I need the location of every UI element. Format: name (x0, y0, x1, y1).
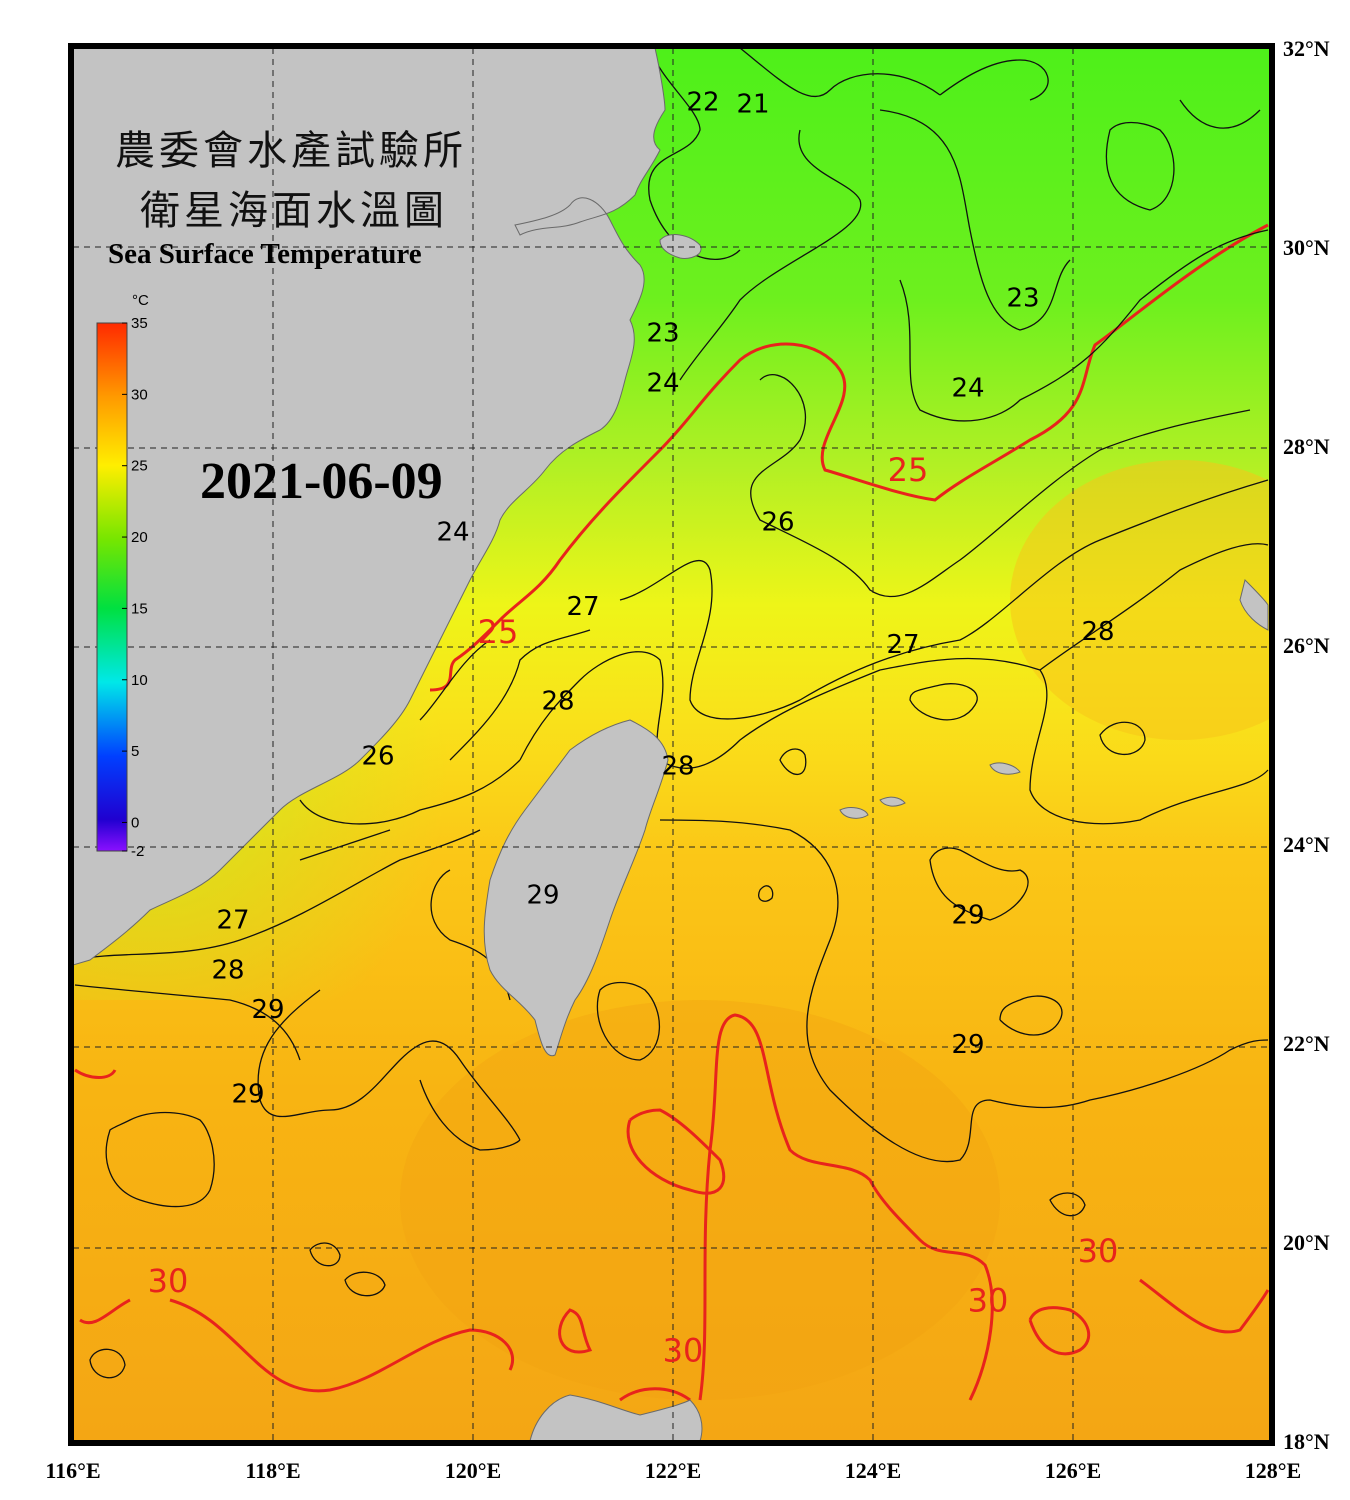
ryukyu-2 (839, 807, 869, 819)
okinawa (1239, 579, 1269, 631)
map-frame (68, 43, 1275, 1446)
contour-label: 28 (1081, 617, 1114, 647)
contour-label: 25 (478, 613, 519, 651)
longitude-tick-label: 128°E (1245, 1458, 1301, 1483)
latitude-tick-label: 30°N (1283, 235, 1330, 260)
contour-label: 28 (661, 751, 694, 781)
luzon (529, 1394, 703, 1441)
contour-label: 30 (148, 1262, 189, 1300)
land (73, 48, 1269, 1441)
latitude-tick-label: 28°N (1283, 434, 1330, 459)
title-map: 衛星海面水溫圖 (140, 188, 448, 234)
longitude-tick-label: 126°E (1045, 1458, 1101, 1483)
contour-label: 24 (646, 368, 679, 398)
contour-label: 29 (251, 995, 284, 1025)
map-date: 2021-06-09 (200, 453, 443, 510)
contour-label: 29 (951, 1030, 984, 1060)
ryukyu-1 (989, 762, 1021, 775)
contour-label: 21 (736, 90, 769, 120)
contour-label: 28 (541, 687, 574, 717)
colorbar-tick-label: -2 (131, 843, 144, 860)
contour-label: 29 (526, 881, 559, 911)
longitude-tick-label: 124°E (845, 1458, 901, 1483)
taiwan (483, 719, 669, 1057)
colorbar-tick-label: 20 (131, 529, 148, 546)
contour-label: 29 (231, 1080, 264, 1110)
longitude-tick-label: 116°E (45, 1458, 100, 1483)
colorbar-tick-label: 30 (131, 386, 148, 403)
latitude-tick-label: 32°N (1283, 36, 1330, 61)
latitude-tick-label: 24°N (1283, 832, 1330, 857)
longitude-tick-label: 122°E (645, 1458, 701, 1483)
colorbar-ticks: 35 30 25 20 15 10 5 0 -2 (122, 315, 148, 860)
contour-label: 30 (968, 1282, 1009, 1320)
contour-label: 29 (951, 901, 984, 931)
contour-label: 27 (216, 906, 249, 936)
contour-label: 24 (436, 518, 469, 548)
colorbar-gradient (96, 322, 128, 852)
colorbar-tick-label: 15 (131, 600, 148, 617)
zhoushan-islands (659, 234, 702, 259)
contour-label: 23 (646, 319, 679, 349)
colorbar-tick-label: 10 (131, 672, 148, 689)
longitude-tick-label: 120°E (445, 1458, 501, 1483)
longitude-tick-label: 118°E (245, 1458, 300, 1483)
colorbar-tick-label: 0 (131, 814, 139, 831)
highlight-contours (74, 223, 1270, 1402)
latitude-tick-label: 26°N (1283, 633, 1330, 658)
contour-label: 30 (663, 1331, 704, 1369)
latitude-tick-label: 20°N (1283, 1230, 1330, 1255)
ryukyu-3 (879, 796, 906, 807)
contour-label: 28 (211, 955, 244, 985)
contour-label: 26 (761, 508, 794, 538)
colorbar-tick-label: 35 (131, 315, 148, 332)
contour-label: 27 (566, 592, 599, 622)
latitude-tick-label: 22°N (1283, 1031, 1330, 1056)
contour-label: 23 (1006, 284, 1039, 314)
contour-label: 27 (886, 630, 919, 660)
contour-label: 30 (1078, 1232, 1119, 1270)
contour-label: 26 (361, 741, 394, 771)
colorbar: °C 35 30 25 20 15 10 5 0 -2 (96, 292, 149, 860)
title-english: Sea Surface Temperature (108, 238, 422, 270)
contour-label: 24 (951, 373, 984, 403)
latitude-labels: 32°N 30°N 28°N 26°N 24°N 22°N 20°N 18°N (1283, 36, 1330, 1454)
contour-label: 22 (686, 88, 719, 118)
latitude-tick-label: 18°N (1283, 1429, 1330, 1454)
longitude-labels: 116°E 118°E 120°E 122°E 124°E 126°E 128°E (45, 1458, 1301, 1483)
colorbar-tick-label: 25 (131, 458, 148, 475)
colorbar-unit: °C (132, 292, 149, 309)
title-institute: 農委會水產試驗所 (115, 128, 467, 174)
contour-label: 25 (888, 451, 929, 489)
china-mainland (73, 48, 666, 966)
graticule (73, 48, 1270, 1441)
colorbar-tick-label: 5 (131, 743, 139, 760)
